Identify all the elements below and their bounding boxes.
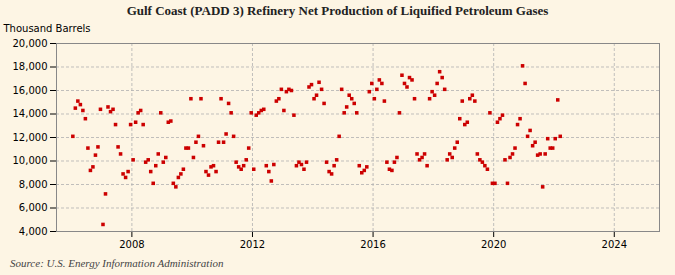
svg-text:2008: 2008 xyxy=(119,239,144,250)
svg-text:4,000: 4,000 xyxy=(19,226,48,237)
svg-text:2024: 2024 xyxy=(602,239,627,250)
svg-text:16,000: 16,000 xyxy=(13,85,48,96)
svg-text:2012: 2012 xyxy=(240,239,265,250)
svg-text:18,000: 18,000 xyxy=(13,61,48,72)
svg-text:14,000: 14,000 xyxy=(13,108,48,119)
svg-text:Thousand Barrels: Thousand Barrels xyxy=(3,23,91,34)
svg-text:10,000: 10,000 xyxy=(13,155,48,166)
svg-text:12,000: 12,000 xyxy=(13,132,48,143)
svg-text:8,000: 8,000 xyxy=(19,179,48,190)
html-text:Gulf Coast (PADD 3) Refinery N: Gulf Coast (PADD 3) Refinery Net Product… xyxy=(126,3,549,18)
svg-text:6,000: 6,000 xyxy=(19,202,48,213)
svg-text:2020: 2020 xyxy=(481,239,506,250)
svg-text:20,000: 20,000 xyxy=(13,38,48,49)
html-text:Source: U.S. Energy Informatio: Source: U.S. Energy Information Administ… xyxy=(10,257,224,269)
svg-text:2016: 2016 xyxy=(360,239,385,250)
